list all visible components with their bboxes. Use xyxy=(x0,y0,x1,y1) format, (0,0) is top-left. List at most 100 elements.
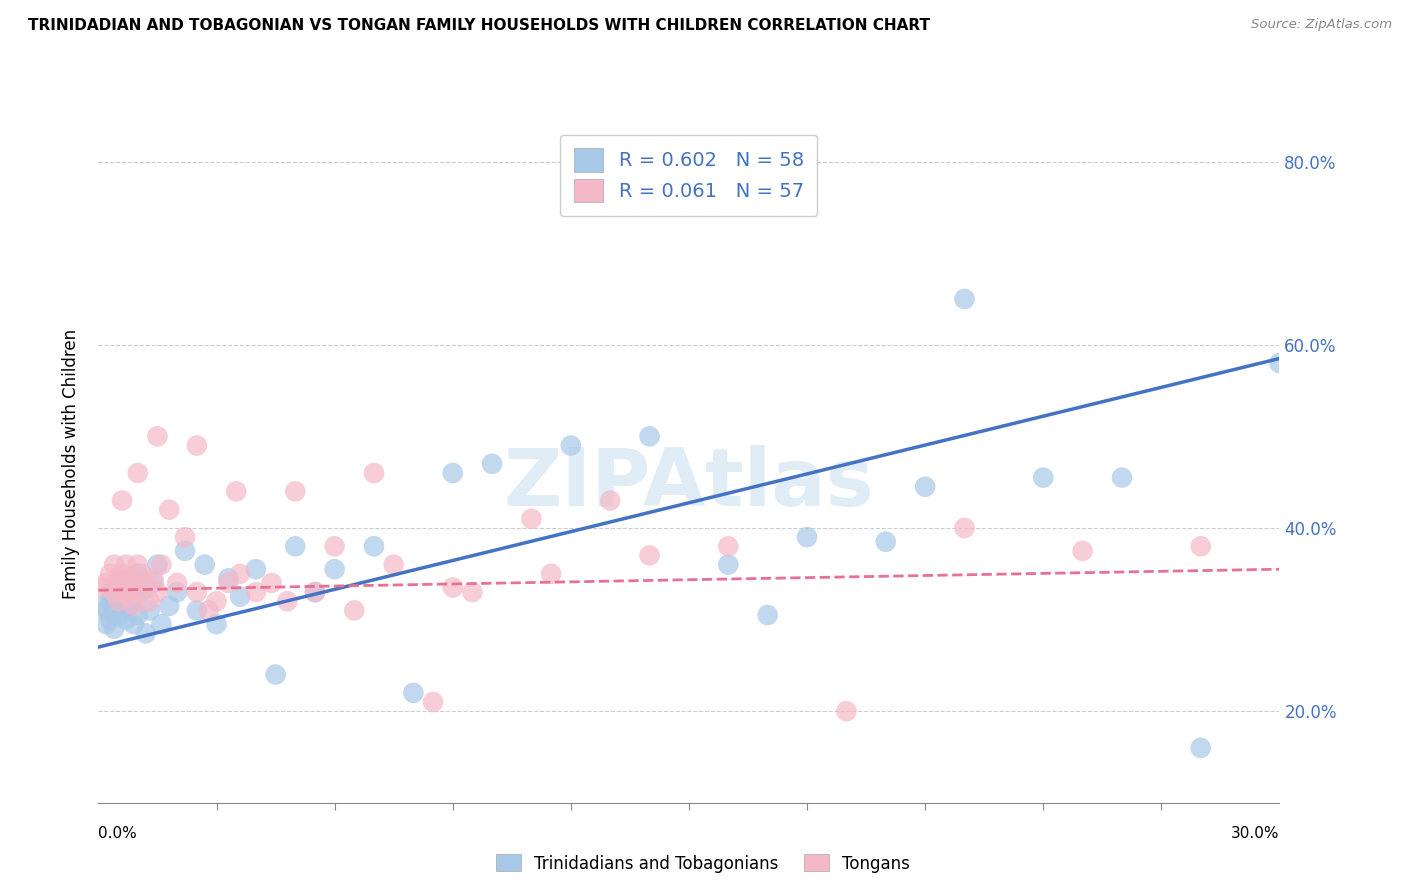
Point xyxy=(127,558,149,572)
Point xyxy=(245,585,267,599)
Point xyxy=(111,493,134,508)
Point xyxy=(142,576,165,591)
Point xyxy=(796,530,818,544)
Point xyxy=(174,544,197,558)
Point xyxy=(150,617,173,632)
Point xyxy=(363,466,385,480)
Point xyxy=(186,603,208,617)
Point xyxy=(98,613,121,627)
Legend: Trinidadians and Tobagonians, Tongans: Trinidadians and Tobagonians, Tongans xyxy=(489,847,917,880)
Point xyxy=(205,594,228,608)
Point xyxy=(284,539,307,553)
Point xyxy=(1268,356,1291,370)
Point xyxy=(638,549,661,563)
Point xyxy=(481,457,503,471)
Point xyxy=(107,594,129,608)
Point xyxy=(186,585,208,599)
Point xyxy=(122,617,145,632)
Point xyxy=(186,438,208,452)
Point xyxy=(118,571,141,585)
Point xyxy=(127,585,149,599)
Point xyxy=(717,539,740,553)
Point xyxy=(111,603,134,617)
Point xyxy=(103,585,125,599)
Point xyxy=(98,566,121,581)
Point xyxy=(111,566,134,581)
Point xyxy=(127,607,149,622)
Point xyxy=(441,581,464,595)
Point xyxy=(914,480,936,494)
Point xyxy=(323,562,346,576)
Point xyxy=(197,603,219,617)
Point xyxy=(229,566,252,581)
Text: Source: ZipAtlas.com: Source: ZipAtlas.com xyxy=(1251,18,1392,31)
Point xyxy=(146,585,169,599)
Point xyxy=(111,590,134,604)
Point xyxy=(115,585,138,599)
Point xyxy=(835,704,858,718)
Point xyxy=(638,429,661,443)
Point xyxy=(103,558,125,572)
Point xyxy=(118,599,141,613)
Point xyxy=(194,558,217,572)
Point xyxy=(135,576,157,591)
Legend: R = 0.602   N = 58, R = 0.061   N = 57: R = 0.602 N = 58, R = 0.061 N = 57 xyxy=(561,135,817,216)
Point xyxy=(115,613,138,627)
Point xyxy=(166,585,188,599)
Point xyxy=(304,585,326,599)
Point xyxy=(146,429,169,443)
Point xyxy=(422,695,444,709)
Point xyxy=(91,581,114,595)
Point xyxy=(115,558,138,572)
Text: 0.0%: 0.0% xyxy=(98,826,138,840)
Point xyxy=(111,585,134,599)
Point xyxy=(103,622,125,636)
Point xyxy=(98,594,121,608)
Text: ZIPAtlas: ZIPAtlas xyxy=(503,445,875,524)
Point xyxy=(1111,470,1133,484)
Point xyxy=(441,466,464,480)
Point xyxy=(225,484,247,499)
Point xyxy=(146,558,169,572)
Point xyxy=(1189,740,1212,755)
Point xyxy=(304,585,326,599)
Point xyxy=(98,585,121,599)
Point xyxy=(91,599,114,613)
Y-axis label: Family Households with Children: Family Households with Children xyxy=(62,329,80,599)
Point xyxy=(138,603,160,617)
Point xyxy=(217,571,239,585)
Point xyxy=(540,566,562,581)
Point xyxy=(264,667,287,681)
Point xyxy=(461,585,484,599)
Point xyxy=(363,539,385,553)
Text: TRINIDADIAN AND TOBAGONIAN VS TONGAN FAMILY HOUSEHOLDS WITH CHILDREN CORRELATION: TRINIDADIAN AND TOBAGONIAN VS TONGAN FAM… xyxy=(28,18,931,33)
Point xyxy=(174,530,197,544)
Point xyxy=(205,617,228,632)
Point xyxy=(127,466,149,480)
Point xyxy=(118,590,141,604)
Point xyxy=(276,594,298,608)
Point xyxy=(599,493,621,508)
Point xyxy=(229,590,252,604)
Point xyxy=(127,566,149,581)
Point xyxy=(520,512,543,526)
Point xyxy=(875,534,897,549)
Point xyxy=(150,558,173,572)
Point xyxy=(122,576,145,591)
Point xyxy=(135,626,157,640)
Point xyxy=(111,576,134,591)
Point xyxy=(107,571,129,585)
Point xyxy=(96,576,118,591)
Point xyxy=(131,585,153,599)
Point xyxy=(115,581,138,595)
Point xyxy=(382,558,405,572)
Point xyxy=(107,581,129,595)
Point xyxy=(245,562,267,576)
Point xyxy=(96,603,118,617)
Point xyxy=(217,576,239,591)
Point xyxy=(103,590,125,604)
Point xyxy=(103,603,125,617)
Point xyxy=(323,539,346,553)
Point xyxy=(107,607,129,622)
Point xyxy=(96,617,118,632)
